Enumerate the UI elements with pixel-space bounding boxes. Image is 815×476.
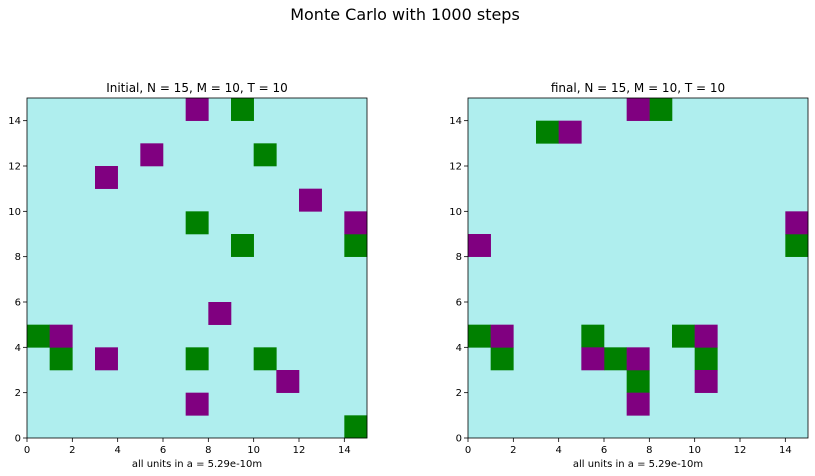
y-tick-label: 8 [456, 252, 462, 263]
purple-cell [185, 98, 209, 121]
green-cell [185, 347, 209, 371]
green-cell [694, 347, 718, 371]
purple-cell [95, 347, 118, 371]
purple-cell [626, 392, 650, 416]
green-cell [490, 347, 514, 371]
green-cell [49, 347, 73, 371]
green-cell [468, 324, 491, 348]
green-cell [185, 211, 209, 235]
purple-cell [694, 324, 718, 348]
green-cell [27, 324, 50, 348]
green-cell [231, 234, 254, 257]
green-cell [785, 234, 809, 257]
y-tick-label: 10 [8, 207, 21, 218]
purple-cell [208, 302, 232, 325]
green-cell [626, 370, 650, 393]
purple-cell [694, 370, 718, 393]
y-tick-label: 4 [15, 343, 21, 354]
x-tick-label: 2 [69, 445, 75, 456]
purple-cell [299, 188, 322, 212]
x-tick-label: 0 [24, 445, 30, 456]
x-tick-label: 6 [601, 445, 607, 456]
purple-cell [468, 234, 491, 257]
y-tick-label: 12 [449, 162, 462, 173]
green-cell [344, 415, 368, 439]
y-tick-label: 4 [456, 343, 462, 354]
figure-suptitle: Monte Carlo with 1000 steps [290, 5, 520, 24]
purple-cell [344, 211, 368, 235]
x-tick-label: 8 [205, 445, 211, 456]
y-tick-label: 14 [449, 116, 462, 127]
green-cell [231, 98, 254, 121]
purple-cell [185, 392, 209, 416]
x-axis-label: all units in a = 5.29e-10m [573, 459, 703, 470]
chart-title: final, N = 15, M = 10, T = 10 [551, 81, 725, 95]
green-cell [536, 120, 559, 144]
panel-final: final, N = 15, M = 10, T = 10 0 2 4 6 8 10 12 14… [449, 81, 809, 470]
purple-cell [626, 98, 650, 121]
y-tick-label: 10 [449, 207, 462, 218]
green-cell [649, 98, 673, 121]
plot-frame [467, 97, 809, 439]
x-tick-label: 4 [555, 445, 561, 456]
x-tick-label: 12 [734, 445, 747, 456]
y-tick-label: 12 [8, 162, 21, 173]
purple-cell [785, 211, 809, 235]
x-axis-label: all units in a = 5.29e-10m [132, 459, 262, 470]
y-tick-label: 6 [456, 298, 462, 309]
purple-cell [626, 347, 650, 371]
x-tick-label: 8 [646, 445, 652, 456]
plot-background [27, 98, 367, 438]
x-tick-label: 10 [247, 445, 260, 456]
y-tick-label: 2 [456, 388, 462, 399]
purple-cell [558, 120, 582, 144]
y-tick-label: 0 [15, 434, 21, 445]
panel-initial: Initial, N = 15, M = 10, T = 10 0 2 4 6 8 10 12… [8, 81, 368, 470]
y-tick-label: 8 [15, 252, 21, 263]
green-cell [253, 347, 277, 371]
chart-title: Initial, N = 15, M = 10, T = 10 [106, 81, 288, 95]
x-tick-label: 14 [779, 445, 792, 456]
purple-cell [276, 370, 300, 393]
y-tick-label: 14 [8, 116, 21, 127]
x-tick-label: 6 [160, 445, 166, 456]
green-cell [581, 324, 605, 348]
x-tick-label: 4 [114, 445, 120, 456]
purple-cell [490, 324, 514, 348]
purple-cell [49, 324, 73, 348]
x-tick-label: 10 [688, 445, 701, 456]
y-tick-label: 0 [456, 434, 462, 445]
purple-cell [140, 143, 164, 167]
x-tick-label: 12 [293, 445, 306, 456]
purple-cell [95, 166, 118, 189]
x-tick-label: 2 [510, 445, 516, 456]
x-tick-label: 0 [465, 445, 471, 456]
purple-cell [581, 347, 605, 371]
green-cell [344, 234, 368, 257]
y-tick-label: 2 [15, 388, 21, 399]
green-cell [672, 324, 695, 348]
green-cell [253, 143, 277, 167]
x-tick-label: 14 [338, 445, 351, 456]
y-tick-label: 6 [15, 298, 21, 309]
plot-frame [26, 97, 368, 439]
green-cell [604, 347, 627, 371]
